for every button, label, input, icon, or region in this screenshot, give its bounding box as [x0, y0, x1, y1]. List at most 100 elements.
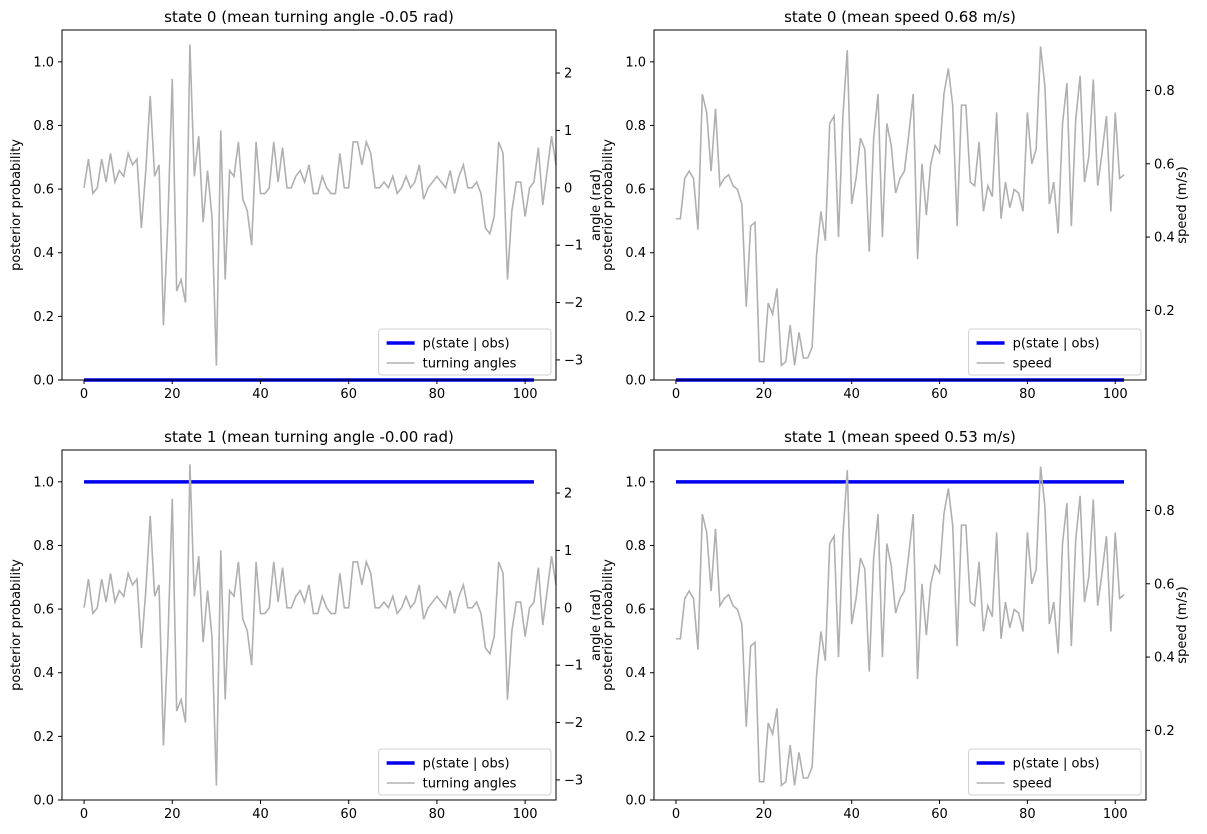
x-tick-label-3-4: 80	[1019, 807, 1036, 822]
y2-tick-label-0-2: −1	[564, 239, 583, 254]
x-tick-label-0-0: 0	[80, 387, 88, 402]
legend-box-3	[968, 748, 1142, 796]
series-line-speeds-1	[675, 46, 1125, 367]
legend-label-2-0: p(state | obs)	[423, 757, 510, 772]
legend-3: p(state | obs) speed	[968, 748, 1142, 796]
x-tick-label-0-1: 20	[164, 387, 181, 402]
y-tick-label-2-2: 0.4	[33, 666, 54, 681]
x-tick-label-2-3: 60	[340, 807, 357, 822]
y2-tick-label-0-0: −3	[564, 353, 583, 368]
x-tick-label-0-3: 60	[340, 387, 357, 402]
y-axis-label-0: posterior probability	[9, 139, 24, 271]
series-line-angles-2	[83, 464, 557, 786]
y-tick-label-3-1: 0.2	[625, 730, 646, 745]
legend-box-2	[378, 748, 552, 796]
x-tick-label-1-4: 80	[1019, 387, 1036, 402]
x-tick-label-3-0: 0	[672, 807, 680, 822]
x-tick-label-2-0: 0	[80, 807, 88, 822]
legend-label-1-0: p(state | obs)	[1013, 337, 1100, 352]
chart-title-0: state 0 (mean turning angle -0.05 rad)	[164, 8, 454, 26]
plot-frame-3	[653, 449, 1147, 801]
x-tick-label-0-5: 100	[513, 387, 538, 402]
y2-axis-label-0: angle (rad)	[589, 169, 604, 241]
y-tick-label-2-1: 0.2	[33, 730, 54, 745]
y2-tick-label-2-3: 0	[564, 601, 572, 616]
y-axis-label-3: posterior probability	[601, 559, 616, 691]
y2-tick-label-0-1: −2	[564, 296, 583, 311]
y-tick-label-1-5: 1.0	[625, 55, 646, 70]
y-tick-label-0-3: 0.6	[33, 183, 54, 198]
x-tick-label-1-3: 60	[931, 387, 948, 402]
legend-label-3-1: speed	[1013, 777, 1052, 792]
y-tick-label-3-2: 0.4	[625, 666, 646, 681]
y2-tick-label-3-2: 0.6	[1154, 577, 1175, 592]
chart-panel-0: 0 20 40 60 80 100 0.0 0.2 0.4 0.6 0.8 1.0 −3 −2 −1 0 1 2 s…	[9, 8, 604, 402]
y-tick-label-2-5: 1.0	[33, 475, 54, 490]
x-tick-label-1-2: 40	[843, 387, 860, 402]
chart-panel-2: 0 20 40 60 80 100 0.0 0.2 0.4 0.6 0.8 1.0 −3 −2 −1 0 1 2 s…	[9, 428, 604, 822]
chart-panel-1: 0 20 40 60 80 100 0.0 0.2 0.4 0.6 0.8 1.0 0.2 0.4 0.6 0…	[601, 8, 1190, 402]
y-tick-label-0-0: 0.0	[33, 374, 54, 389]
y2-tick-label-1-0: 0.2	[1154, 304, 1175, 319]
y-tick-label-3-3: 0.6	[625, 603, 646, 618]
x-tick-label-3-3: 60	[931, 807, 948, 822]
x-tick-label-2-4: 80	[429, 807, 446, 822]
y2-axis-label-3: speed (m/s)	[1175, 586, 1190, 663]
y-tick-label-2-0: 0.0	[33, 794, 54, 809]
y-tick-label-3-5: 1.0	[625, 475, 646, 490]
x-tick-label-3-2: 40	[843, 807, 860, 822]
y-axis-label-1: posterior probability	[601, 139, 616, 271]
chart-title-3: state 1 (mean speed 0.53 m/s)	[784, 428, 1016, 446]
plot-frame-2	[61, 449, 557, 801]
y2-axis-label-2: angle (rad)	[589, 589, 604, 661]
y-tick-label-0-2: 0.4	[33, 246, 54, 261]
x-tick-label-2-1: 20	[164, 807, 181, 822]
y-tick-label-2-4: 0.8	[33, 539, 54, 554]
y-tick-label-1-2: 0.4	[625, 246, 646, 261]
y2-tick-label-0-4: 1	[564, 124, 572, 139]
y2-tick-label-2-2: −1	[564, 659, 583, 674]
plot-frame-0	[61, 29, 557, 381]
y-tick-label-1-3: 0.6	[625, 183, 646, 198]
x-tick-label-0-4: 80	[429, 387, 446, 402]
legend-box-0	[378, 328, 552, 376]
y-tick-label-2-3: 0.6	[33, 603, 54, 618]
y2-tick-label-2-0: −3	[564, 773, 583, 788]
y2-tick-label-3-1: 0.4	[1154, 651, 1175, 666]
series-line-speeds-3	[675, 466, 1125, 787]
plot-frame-1	[653, 29, 1147, 381]
x-tick-label-2-5: 100	[513, 807, 538, 822]
chart-title-2: state 1 (mean turning angle -0.00 rad)	[164, 428, 454, 446]
y2-tick-label-2-4: 1	[564, 544, 572, 559]
x-tick-label-3-5: 100	[1103, 807, 1128, 822]
y-tick-label-0-1: 0.2	[33, 310, 54, 325]
y2-tick-label-1-3: 0.8	[1154, 84, 1175, 99]
legend-label-3-0: p(state | obs)	[1013, 757, 1100, 772]
y2-tick-label-1-1: 0.4	[1154, 231, 1175, 246]
y-tick-label-3-0: 0.0	[625, 794, 646, 809]
y2-tick-label-2-1: −2	[564, 716, 583, 731]
x-tick-label-2-2: 40	[252, 807, 269, 822]
legend-label-0-1: turning angles	[423, 357, 517, 372]
x-tick-label-3-1: 20	[756, 807, 773, 822]
y-tick-label-1-0: 0.0	[625, 374, 646, 389]
y2-tick-label-3-0: 0.2	[1154, 724, 1175, 739]
y-tick-label-1-1: 0.2	[625, 310, 646, 325]
x-tick-label-1-0: 0	[672, 387, 680, 402]
y-axis-label-2: posterior probability	[9, 559, 24, 691]
y2-tick-label-1-2: 0.6	[1154, 157, 1175, 172]
y2-tick-label-3-3: 0.8	[1154, 504, 1175, 519]
y-tick-label-3-4: 0.8	[625, 539, 646, 554]
y2-tick-label-0-3: 0	[564, 181, 572, 196]
x-tick-label-1-5: 100	[1103, 387, 1128, 402]
chart-panel-3: 0 20 40 60 80 100 0.0 0.2 0.4 0.6 0.8 1.0 0.2 0.4 0.6 0…	[601, 428, 1190, 822]
series-line-angles-0	[83, 44, 557, 366]
y-tick-label-0-4: 0.8	[33, 119, 54, 134]
legend-label-1-1: speed	[1013, 357, 1052, 372]
legend-0: p(state | obs) turning angles	[378, 328, 552, 376]
legend-label-2-1: turning angles	[423, 777, 517, 792]
legend-1: p(state | obs) speed	[968, 328, 1142, 376]
y2-tick-label-0-5: 2	[564, 67, 572, 82]
y2-axis-label-1: speed (m/s)	[1175, 166, 1190, 243]
y-tick-label-1-4: 0.8	[625, 119, 646, 134]
